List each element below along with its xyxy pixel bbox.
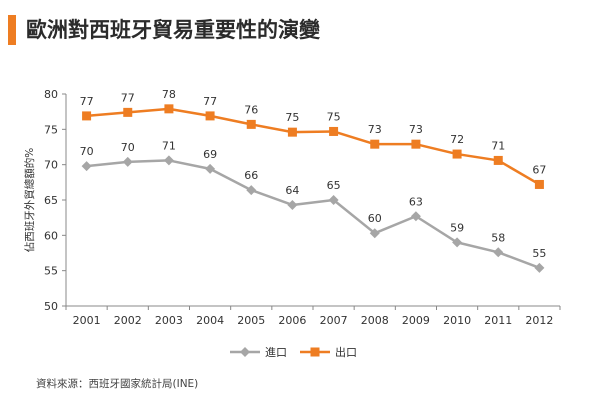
data-label: 65 bbox=[327, 179, 341, 192]
x-tick-label: 2009 bbox=[402, 314, 430, 327]
data-point-export bbox=[534, 179, 544, 189]
data-point-export bbox=[452, 149, 462, 159]
data-label: 67 bbox=[532, 163, 546, 176]
x-tick-label: 2003 bbox=[155, 314, 183, 327]
x-tick-label: 2001 bbox=[73, 314, 101, 327]
data-point-import bbox=[205, 163, 216, 174]
data-label: 77 bbox=[121, 91, 135, 104]
legend-marker bbox=[310, 347, 320, 357]
data-label: 71 bbox=[162, 139, 176, 152]
x-tick-label: 2010 bbox=[443, 314, 471, 327]
data-label: 64 bbox=[285, 184, 299, 197]
data-point-export bbox=[370, 139, 380, 149]
data-point-export bbox=[82, 111, 92, 121]
y-axis-label: 佔西班牙外貿總額的% bbox=[23, 148, 36, 252]
data-label: 76 bbox=[244, 103, 258, 116]
data-label: 73 bbox=[368, 123, 382, 136]
y-tick-label: 55 bbox=[44, 265, 58, 278]
data-point-export bbox=[164, 104, 174, 114]
data-point-export bbox=[123, 107, 133, 117]
data-label: 63 bbox=[409, 195, 423, 208]
data-point-export bbox=[329, 126, 339, 136]
data-label: 75 bbox=[285, 111, 299, 124]
x-tick-label: 2011 bbox=[484, 314, 512, 327]
x-tick-label: 2006 bbox=[278, 314, 306, 327]
data-point-import bbox=[452, 237, 463, 248]
y-tick-label: 65 bbox=[44, 194, 58, 207]
data-point-import bbox=[246, 185, 257, 196]
data-label: 59 bbox=[450, 221, 464, 234]
x-tick-label: 2012 bbox=[525, 314, 553, 327]
data-label: 71 bbox=[491, 139, 505, 152]
data-point-import bbox=[287, 199, 298, 210]
data-point-import bbox=[328, 195, 339, 205]
x-tick-label: 2005 bbox=[237, 314, 265, 327]
x-tick-label: 2002 bbox=[114, 314, 142, 327]
series-line-export bbox=[86, 107, 541, 186]
data-point-export bbox=[411, 139, 421, 149]
data-label: 55 bbox=[532, 247, 546, 260]
y-tick-label: 80 bbox=[44, 88, 58, 101]
legend-label-import: 進口 bbox=[265, 346, 287, 359]
x-tick-label: 2008 bbox=[361, 314, 389, 327]
series-line-import bbox=[86, 159, 540, 270]
y-tick-label: 70 bbox=[44, 159, 58, 172]
data-point-export bbox=[493, 155, 503, 165]
data-point-import bbox=[534, 262, 545, 273]
source-note: 資料來源：西班牙國家統計局(INE) bbox=[36, 378, 199, 390]
title-accent-bar bbox=[8, 15, 16, 45]
data-point-import bbox=[122, 156, 133, 167]
data-point-export bbox=[287, 127, 297, 137]
y-tick-label: 60 bbox=[44, 229, 58, 242]
legend-label-export: 出口 bbox=[335, 345, 357, 359]
data-label: 77 bbox=[203, 95, 217, 108]
data-point-export bbox=[246, 119, 256, 129]
data-label: 72 bbox=[450, 133, 464, 146]
data-label: 69 bbox=[203, 148, 217, 161]
data-point-export bbox=[205, 111, 215, 121]
data-label: 60 bbox=[368, 212, 382, 225]
data-label: 66 bbox=[244, 169, 258, 182]
data-point-import bbox=[493, 247, 504, 258]
y-tick-label: 75 bbox=[44, 123, 58, 136]
data-label: 58 bbox=[491, 231, 505, 244]
data-label: 77 bbox=[80, 95, 94, 108]
data-point-import bbox=[369, 228, 380, 239]
legend-marker bbox=[240, 347, 250, 357]
data-point-import bbox=[410, 211, 421, 222]
data-label: 70 bbox=[80, 145, 94, 158]
y-tick-label: 50 bbox=[44, 300, 58, 313]
data-label: 78 bbox=[162, 88, 176, 101]
x-tick-label: 2007 bbox=[320, 314, 348, 327]
x-tick-label: 2004 bbox=[196, 314, 224, 327]
data-point-import bbox=[163, 155, 174, 166]
page-title: 歐洲對西班牙貿易重要性的演變 bbox=[26, 18, 320, 42]
data-point-import bbox=[81, 161, 92, 172]
data-label: 70 bbox=[121, 141, 135, 154]
data-label: 75 bbox=[327, 110, 341, 123]
data-label: 73 bbox=[409, 123, 423, 136]
